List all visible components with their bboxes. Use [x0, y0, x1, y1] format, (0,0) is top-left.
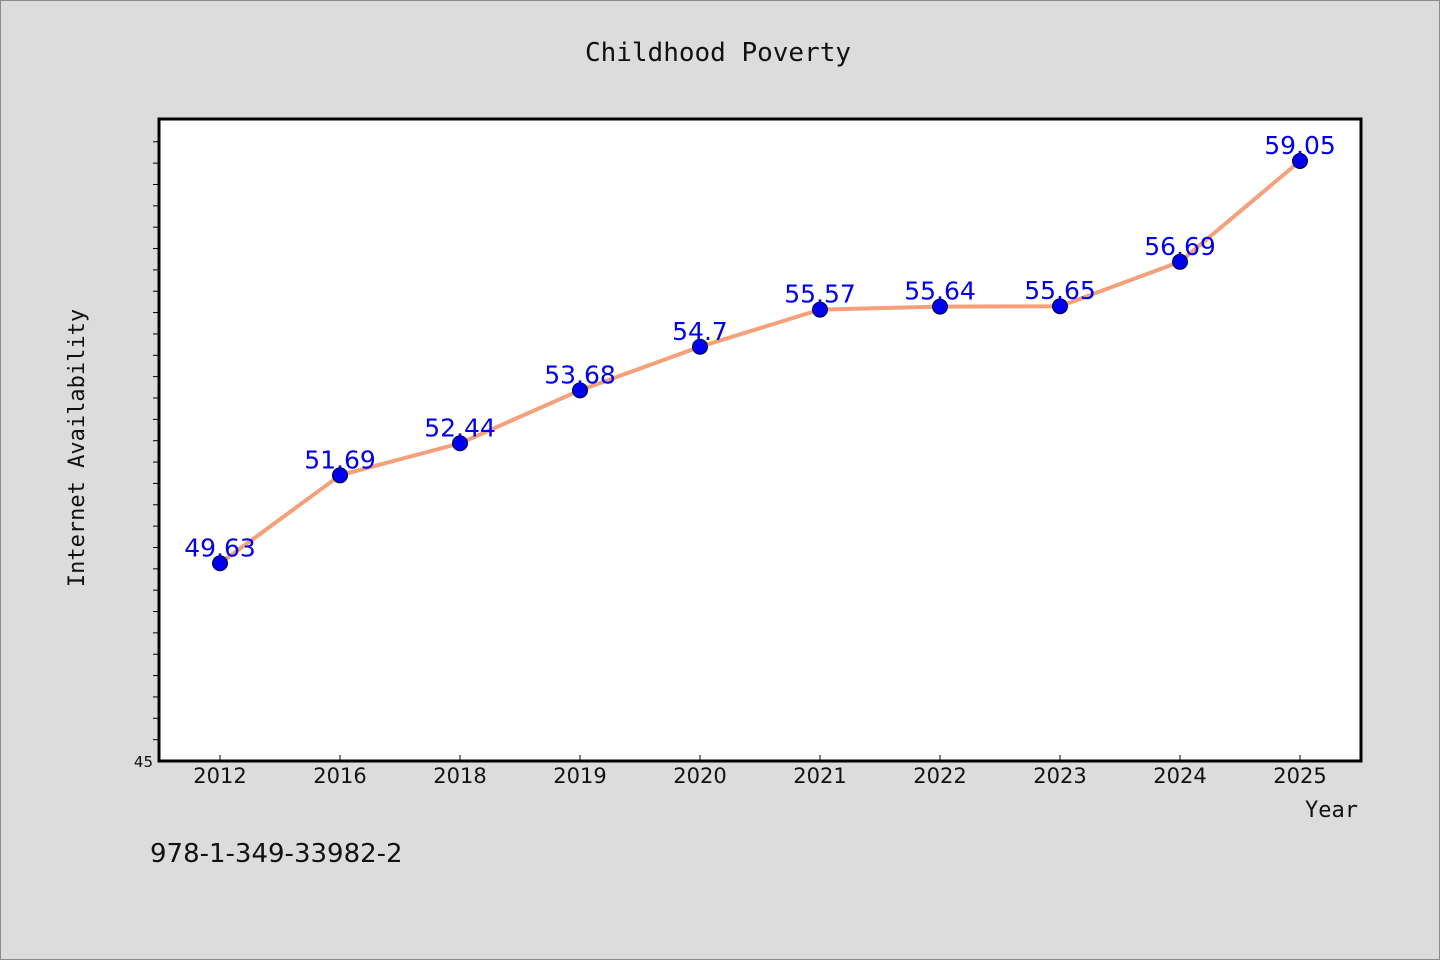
data-point — [932, 298, 948, 315]
x-tick-label: 2023 — [1033, 764, 1086, 788]
y-tick-label: 45 — [134, 753, 153, 771]
data-label: 52.44 — [424, 413, 496, 442]
y-axis-ticks: 45 — [134, 141, 159, 771]
data-point — [1172, 253, 1188, 270]
data-point — [212, 555, 228, 572]
x-tick-label: 2018 — [433, 764, 486, 788]
x-tick-label: 2022 — [913, 764, 966, 788]
data-label: 55.64 — [904, 277, 976, 306]
plot-area — [157, 117, 1363, 763]
data-label: 56.69 — [1144, 232, 1216, 261]
data-point — [692, 338, 708, 355]
data-label: 49.63 — [184, 533, 256, 562]
data-label: 55.65 — [1024, 276, 1096, 305]
x-tick-label: 2020 — [673, 764, 726, 788]
data-point — [332, 467, 348, 484]
data-label: 51.69 — [304, 445, 376, 474]
x-tick-label: 2012 — [193, 764, 246, 788]
data-label: 55.57 — [784, 280, 856, 309]
chart-title: Childhood Poverty — [585, 38, 851, 68]
data-label: 59.05 — [1264, 131, 1336, 160]
x-tick-label: 2019 — [553, 764, 606, 788]
x-tick-label: 2016 — [313, 764, 366, 788]
data-point — [812, 301, 828, 318]
footer-identifier: 978-1-349-33982-2 — [150, 839, 403, 869]
y-axis-title: Internet Availability — [65, 309, 90, 587]
x-tick-label: 2024 — [1153, 764, 1206, 788]
series-line — [218, 159, 1302, 565]
data-point — [452, 435, 468, 452]
data-point — [1292, 153, 1308, 169]
data-point — [572, 382, 588, 399]
x-axis-title: Year — [1305, 798, 1358, 823]
series-layer: 49.63 51.69 52.44 53.68 54.7 55.57 55.64 55.65 5… — [184, 131, 1336, 572]
data-label: 54.7 — [672, 317, 728, 346]
x-axis-ticks: 2012 2016 2018 2019 2020 2021 2022 2023 2024 2025 — [193, 755, 1327, 788]
x-tick-label: 2021 — [793, 764, 846, 788]
data-point — [1052, 298, 1068, 315]
data-label: 53.68 — [544, 360, 616, 389]
x-tick-label: 2025 — [1273, 764, 1326, 788]
